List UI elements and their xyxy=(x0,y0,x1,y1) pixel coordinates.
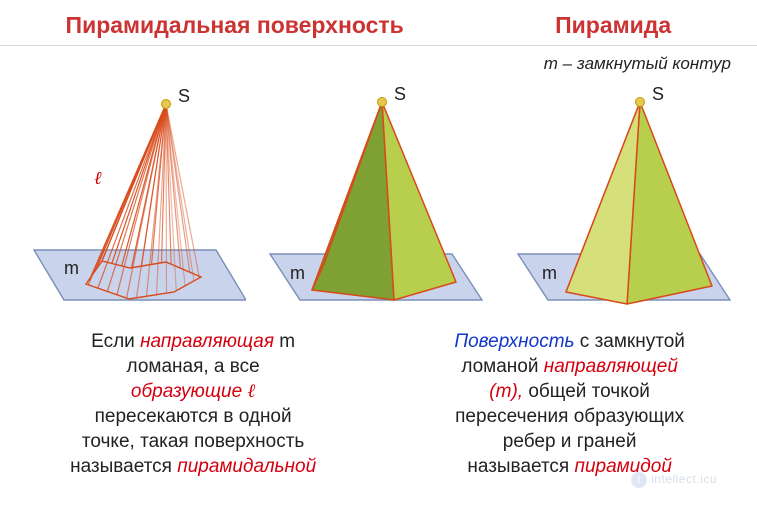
apex-dot xyxy=(635,98,644,107)
apex-dot xyxy=(377,98,386,107)
caption-right: Поверхность с замкнутой ломаной направля… xyxy=(404,329,735,479)
cap-text: точке, такая поверхность xyxy=(82,431,304,452)
subtitle: m – замкнутый контур xyxy=(0,46,757,74)
figure-pyramid-quad: S m xyxy=(512,82,742,317)
cap-em-ell: ℓ xyxy=(247,381,255,402)
cap-em: направляющая xyxy=(140,331,274,352)
cap-text: с замкнутой xyxy=(575,331,685,352)
cap-em: Поверхность xyxy=(454,331,574,352)
cap-text: называется xyxy=(70,456,177,477)
cap-em: образующие xyxy=(131,381,248,402)
title-row: Пирамидальная поверхность Пирамида xyxy=(0,0,757,43)
watermark: Iintellect.icu xyxy=(631,472,717,488)
pyramid-faces xyxy=(566,102,712,304)
figure-pyramidal-surface: S ℓ m xyxy=(16,82,246,317)
apex-label: S xyxy=(178,86,190,106)
cap-text: ломаной xyxy=(461,356,543,377)
apex-label: S xyxy=(652,84,664,104)
subtitle-prefix: m – xyxy=(544,54,577,73)
title-left: Пирамидальная поверхность xyxy=(0,12,469,39)
fig3-svg: S m xyxy=(512,82,742,317)
apex-dot xyxy=(161,100,170,109)
cap-text: ребер и граней xyxy=(503,431,637,452)
cap-text: пересечения образующих xyxy=(455,406,684,427)
caption-left: Если направляющая m ломаная, а все образ… xyxy=(22,329,364,479)
cap-em: (m), xyxy=(489,381,528,402)
base-label-m: m xyxy=(290,263,305,283)
title-right: Пирамида xyxy=(469,12,757,39)
cap-text: общей точкой xyxy=(528,381,650,402)
watermark-text: intellect.icu xyxy=(651,472,717,486)
generatrix-label: ℓ xyxy=(94,168,102,188)
figures-row: S ℓ m S m S m xyxy=(0,74,757,317)
base-label-m: m xyxy=(542,263,557,283)
fig2-svg: S m xyxy=(264,82,494,317)
base-label-m: m xyxy=(64,258,79,278)
cap-text: называется xyxy=(467,456,574,477)
apex-label: S xyxy=(394,84,406,104)
cap-em: направляющей xyxy=(544,356,678,377)
cap-text: Если xyxy=(91,331,140,352)
slide-container: Пирамидальная поверхность Пирамида m – з… xyxy=(0,0,757,532)
figure-pyramid-pentagon: S m xyxy=(264,82,494,317)
cap-text: пересекаются в одной xyxy=(95,406,292,427)
cap-text: ломаная, а все xyxy=(127,356,260,377)
captions-row: Если направляющая m ломаная, а все образ… xyxy=(0,317,757,479)
cap-em: пирамидальной xyxy=(177,456,316,477)
fig1-svg: S ℓ m xyxy=(16,82,246,317)
subtitle-em: замкнутый контур xyxy=(577,54,731,73)
pyramid-faces xyxy=(312,102,456,300)
watermark-icon: I xyxy=(631,472,647,488)
cap-text: m xyxy=(274,331,295,352)
